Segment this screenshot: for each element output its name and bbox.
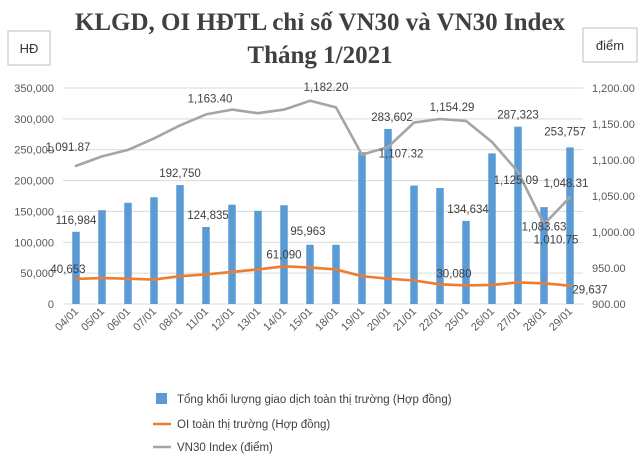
volume-bar — [384, 128, 392, 304]
x-tick-label: 20/01 — [365, 306, 393, 334]
right-tick-label: 1,200.00 — [592, 83, 635, 95]
vn30-data-label: 1,163.40 — [188, 93, 233, 105]
right-tick-label: 1,100.00 — [592, 155, 635, 167]
vn30-data-label: 1,107.32 — [379, 149, 424, 161]
bar-data-label: 283,602 — [371, 112, 413, 124]
right-tick-label: 900.00 — [592, 299, 626, 311]
right-tick-label: 1,150.00 — [592, 119, 635, 131]
left-tick-label: 50,000 — [20, 268, 54, 280]
chart-title-line2: Tháng 1/2021 — [247, 42, 392, 69]
x-tick-label: 11/01 — [184, 306, 211, 333]
x-tick-label: 28/01 — [521, 306, 549, 334]
legend-label: VN30 Index (điểm) — [177, 442, 273, 454]
x-tick-label: 15/01 — [287, 306, 315, 334]
left-tick-label: 0 — [48, 299, 54, 311]
volume-bar — [98, 210, 106, 304]
legend: Tổng khối lượng giao dịch toàn thị trườn… — [153, 393, 452, 454]
bar-data-label: 192,750 — [159, 168, 201, 180]
x-tick-label: 08/01 — [157, 306, 185, 334]
x-tick-label: 06/01 — [105, 306, 133, 334]
legend-swatch-volume — [156, 393, 167, 404]
left-tick-label: 200,000 — [14, 176, 54, 188]
x-tick-label: 22/01 — [417, 306, 445, 334]
x-tick-label: 04/01 — [53, 306, 81, 334]
volume-bar — [306, 244, 314, 304]
bar-data-label: 116,984 — [56, 215, 97, 227]
plot-area: 0 50,000 100,000 150,000 200,000 250,000 300,0… — [14, 82, 635, 334]
bar-data-label: 134,634 — [447, 204, 489, 216]
volume-bar — [514, 126, 522, 304]
volume-bar — [410, 185, 418, 304]
oi-data-label: 30,080 — [436, 268, 471, 280]
volume-bar — [332, 244, 340, 304]
volume-bar — [488, 153, 496, 304]
volume-bar — [280, 205, 288, 304]
x-tick-label: 27/01 — [495, 306, 523, 334]
left-axis-unit-box — [7, 30, 51, 66]
x-tick-label: 07/01 — [131, 306, 159, 334]
x-tick-label: 29/01 — [547, 306, 575, 334]
chart-title-line1: KLGD, OI HĐTL chỉ số VN30 và VN30 Index — [75, 9, 566, 36]
volume-bar — [202, 226, 210, 304]
x-tick-label: 05/01 — [79, 306, 107, 334]
left-tick-label: 150,000 — [14, 206, 54, 218]
vn30-data-label: 1,154.29 — [430, 102, 475, 114]
oi-data-label: 40,653 — [50, 264, 85, 276]
left-tick-label: 100,000 — [14, 237, 54, 249]
x-tick-label: 13/01 — [235, 306, 263, 334]
legend-label: OI toàn thị trường (Hợp đồng) — [177, 419, 330, 431]
right-tick-label: 1,000.00 — [592, 227, 635, 239]
volume-bar — [72, 231, 80, 304]
bar-data-label: 95,963 — [290, 226, 325, 238]
volume-bar — [254, 210, 262, 304]
right-tick-label: 1,050.00 — [592, 191, 635, 203]
oi-data-label: 29,637 — [572, 285, 607, 297]
left-axis-unit: HĐ — [20, 41, 39, 56]
oi-line — [74, 264, 572, 288]
volume-bar — [436, 187, 444, 304]
volume-bar — [462, 220, 470, 304]
vn30-index-line — [74, 99, 572, 226]
vn30-data-label: 1,083.63 — [522, 221, 567, 233]
oi-data-label: 61,090 — [266, 249, 301, 261]
x-tick-label: 21/01 — [391, 306, 419, 334]
left-tick-label: 250,000 — [14, 145, 54, 157]
right-axis-unit-box — [582, 27, 638, 63]
vn30-data-label: 1,091.87 — [46, 142, 91, 154]
vn30-data-label: 1,125.09 — [494, 175, 539, 187]
x-tick-label: 12/01 — [209, 306, 237, 334]
volume-bar — [566, 147, 574, 304]
x-tick-label: 25/01 — [443, 306, 471, 334]
bar-data-label: 253,757 — [544, 126, 586, 138]
volume-bar — [228, 204, 236, 304]
vn30-data-label: 1,010.75 — [534, 234, 579, 246]
x-tick-label: 19/01 — [339, 306, 367, 334]
bar-data-label: 287,323 — [497, 110, 539, 122]
volume-bar — [176, 185, 184, 304]
x-tick-label: 18/01 — [313, 306, 341, 334]
bar-data-label: 124,835 — [187, 210, 229, 222]
volume-bar — [150, 197, 158, 304]
x-tick-label: 26/01 — [469, 306, 497, 334]
vn30-data-label: 1,182.20 — [304, 82, 349, 94]
vn30-data-label: 1,048.31 — [544, 178, 589, 190]
right-tick-label: 950.00 — [592, 263, 626, 275]
legend-label: Tổng khối lượng giao dịch toàn thị trườn… — [177, 394, 452, 406]
volume-bar — [540, 207, 548, 304]
left-tick-label: 350,000 — [14, 83, 54, 95]
right-axis-unit: điểm — [596, 38, 624, 53]
x-tick-label: 14/01 — [261, 306, 289, 334]
volume-bar — [124, 202, 132, 304]
left-tick-label: 300,000 — [14, 114, 54, 126]
volume-bar — [358, 152, 366, 304]
